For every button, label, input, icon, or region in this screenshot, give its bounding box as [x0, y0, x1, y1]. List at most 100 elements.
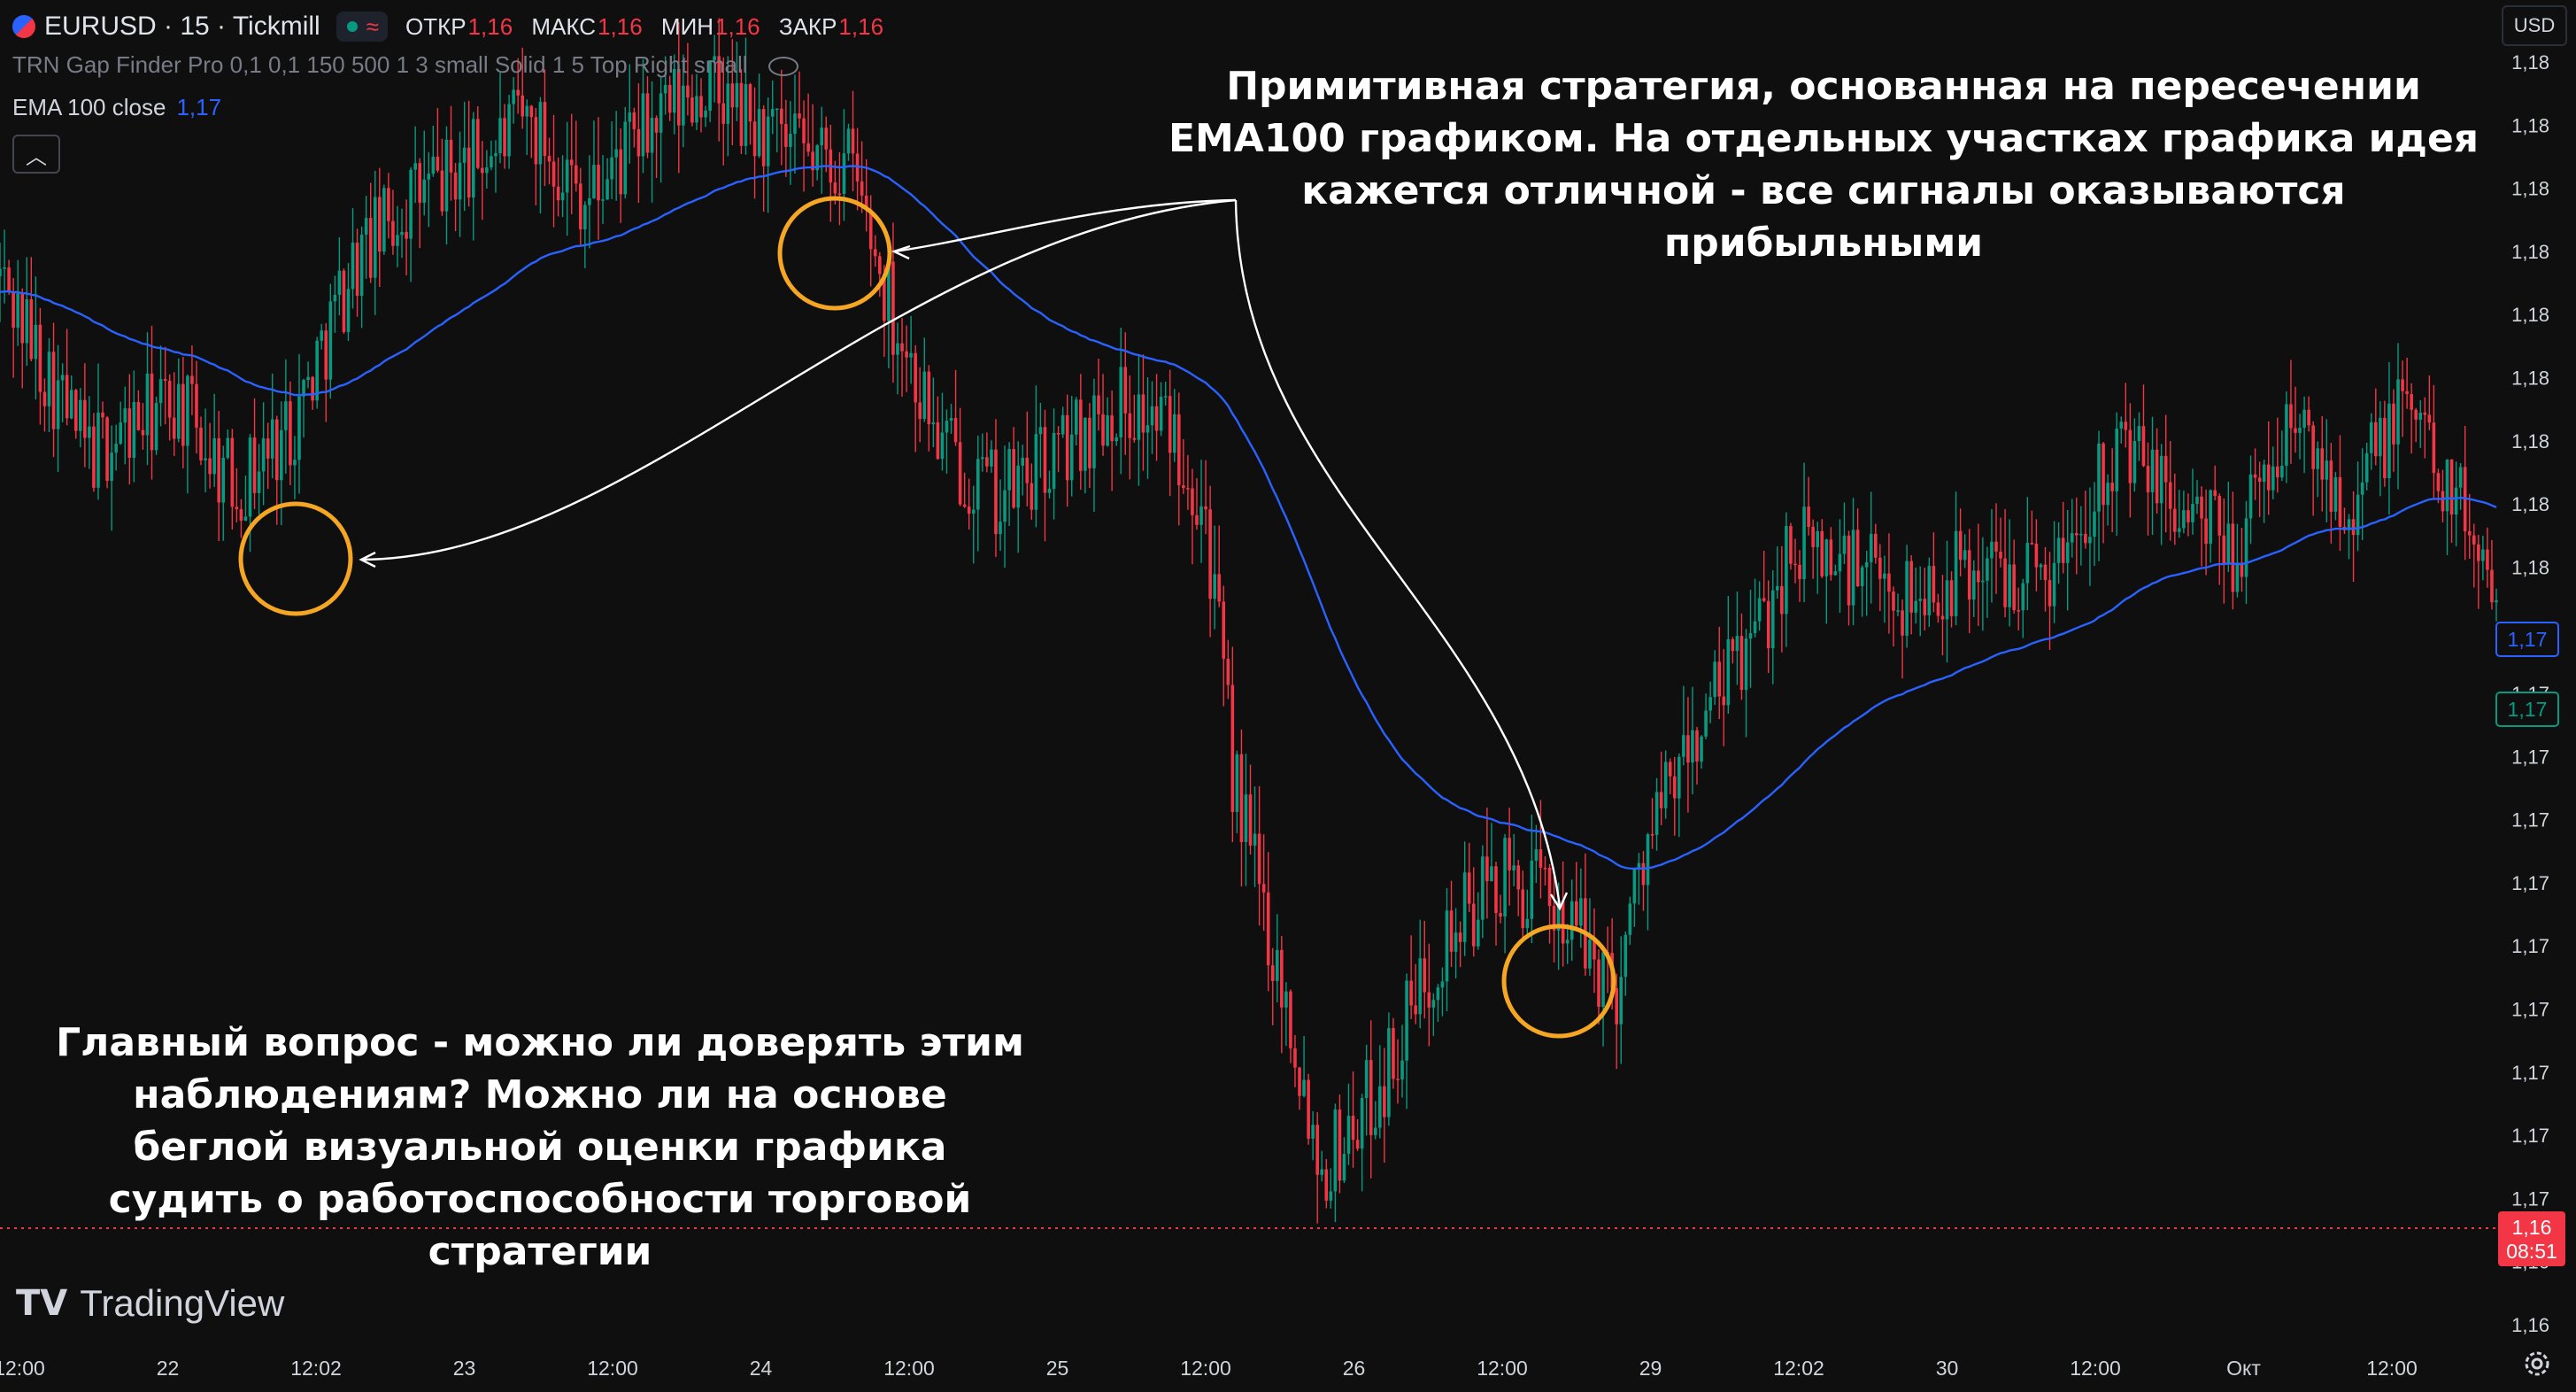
candle-body: [1244, 794, 1248, 842]
candle-body: [315, 340, 319, 401]
candle-body: [1802, 507, 1806, 580]
symbol-title[interactable]: EURUSD · 15 · Tickmill: [44, 12, 320, 41]
candle-body: [1971, 570, 1976, 600]
candle-body: [73, 390, 78, 431]
candle-body: [1977, 570, 1980, 583]
candle-body: [261, 438, 266, 472]
candle-body: [396, 235, 399, 246]
x-tick-label: 12:00: [2366, 1357, 2418, 1380]
candle-body: [471, 119, 475, 198]
candle-body: [494, 153, 497, 157]
candle-body: [503, 118, 506, 157]
candle-body: [1038, 427, 1043, 435]
candle-body: [990, 449, 993, 467]
candle-body: [1369, 1060, 1373, 1135]
eye-hidden-icon[interactable]: [767, 57, 798, 77]
tradingview-logo[interactable]: TV TradingView: [16, 1282, 284, 1325]
candle-body: [413, 163, 417, 170]
candle-body: [1869, 533, 1873, 562]
candle-body: [2285, 404, 2288, 466]
candle-body: [918, 402, 922, 420]
candle-body: [453, 172, 458, 200]
candle-body: [2178, 528, 2181, 532]
candle-body: [208, 458, 212, 475]
candle-body: [2280, 465, 2284, 478]
candle-body: [2347, 519, 2351, 530]
candle-body: [833, 182, 837, 194]
indicator-gap-finder[interactable]: TRN Gap Finder Pro 0,1 0,1 150 500 1 3 s…: [12, 51, 798, 79]
candle-body: [556, 186, 560, 201]
candle-body: [1217, 574, 1222, 602]
candle-body: [597, 165, 600, 201]
candle-body: [1789, 526, 1793, 564]
candle-body: [1628, 903, 1632, 935]
candle-body: [12, 292, 15, 329]
candle-body: [579, 183, 582, 230]
candle-body: [2093, 511, 2096, 537]
candle-body: [842, 153, 846, 195]
candle-body: [1315, 1125, 1319, 1175]
candle-body: [324, 330, 328, 380]
candle-body: [2141, 426, 2146, 467]
candle-body: [2052, 562, 2056, 607]
candle-body: [1646, 834, 1650, 885]
candle-body: [931, 421, 936, 425]
candle-body: [1654, 792, 1659, 835]
candle-body: [2209, 490, 2212, 545]
currency-button[interactable]: USD: [2502, 5, 2567, 46]
collapse-indicators-button[interactable]: ︿: [12, 135, 60, 174]
signal-circle-2: [777, 196, 892, 311]
x-tick-label: 12:00: [587, 1357, 638, 1380]
y-tick-label: 1,17: [2511, 872, 2549, 894]
y-tick-label: 1,17: [2511, 1187, 2549, 1210]
candle-body: [1084, 417, 1087, 471]
y-tick-label: 1,18: [2511, 114, 2549, 136]
candle-body: [1293, 1048, 1297, 1068]
candle-body: [2379, 417, 2382, 457]
candle-body: [2200, 496, 2203, 519]
candle-body: [306, 376, 310, 381]
candle-body: [837, 193, 842, 196]
candle-body: [704, 111, 707, 118]
candle-body: [846, 128, 851, 154]
candle-body: [2163, 455, 2168, 483]
open-value: 1,16: [467, 12, 513, 40]
candle-body: [1494, 866, 1498, 914]
candle-body: [132, 402, 136, 459]
candle-body: [2244, 518, 2248, 577]
candle-body: [1248, 794, 1253, 846]
time-axis[interactable]: 12:00 22 12:02 23 12:00 24 12:00 25 12:00 26 12:00…: [0, 1357, 2418, 1380]
candle-body: [1619, 977, 1623, 1025]
candle-body: [226, 437, 230, 458]
candle-body: [2401, 379, 2404, 391]
candle-body: [2065, 542, 2070, 563]
candle-body: [1154, 406, 1159, 431]
candle-body: [2168, 482, 2172, 509]
candle-body: [1329, 1191, 1333, 1201]
candle-body: [1114, 437, 1118, 442]
candle-body: [1346, 1116, 1351, 1155]
candle-body: [525, 105, 529, 117]
candle-body: [1668, 762, 1672, 777]
candle-body: [686, 85, 690, 98]
market-status[interactable]: ≈: [335, 12, 388, 42]
candle-body: [1307, 1079, 1310, 1139]
candle-body: [610, 157, 613, 180]
candle-body: [2124, 421, 2128, 430]
candle-body: [235, 507, 239, 510]
y-tick-label: 1,18: [2511, 178, 2549, 200]
candle-body: [7, 267, 11, 293]
candle-body: [167, 381, 172, 418]
candle-body: [2307, 409, 2310, 426]
candle-body: [320, 330, 324, 341]
annotation-top: Примитивная стратегия, основанная на пер…: [1168, 64, 2480, 266]
candle-body: [136, 402, 141, 430]
gear-icon[interactable]: [2521, 1348, 2553, 1380]
candle-body: [359, 235, 364, 297]
indicator-ema[interactable]: EMA 100 close 1,17: [12, 94, 221, 121]
candle-body: [896, 343, 899, 355]
candle-body: [2338, 476, 2342, 527]
candle-body: [695, 96, 698, 123]
candle-body: [2311, 425, 2315, 469]
